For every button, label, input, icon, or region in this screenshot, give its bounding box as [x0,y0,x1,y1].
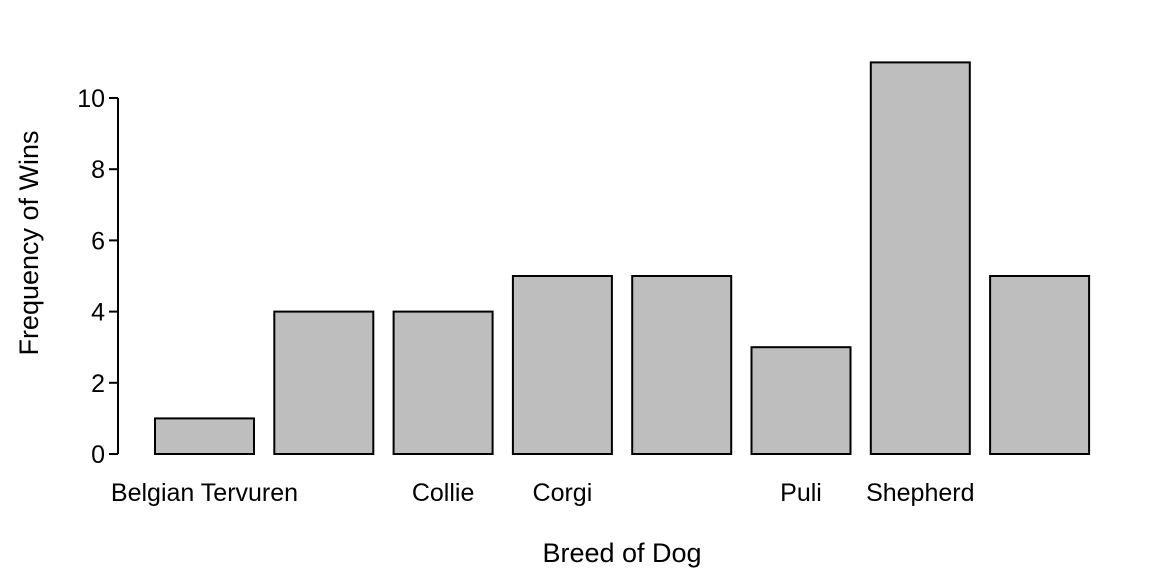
y-tick-label: 0 [91,441,105,469]
y-tick-label: 2 [91,370,105,398]
x-tick-label: Collie [412,479,475,507]
x-tick-label: Shepherd [866,479,974,507]
y-tick-label: 6 [91,227,105,255]
x-axis-title: Breed of Dog [542,538,701,568]
bar [392,310,494,455]
x-tick-label: Belgian Tervuren [111,479,298,507]
y-axis-title: Frequency of Wins [14,130,44,355]
bar [273,310,375,455]
bar [631,275,733,455]
x-tick-label: Corgi [533,479,593,507]
bar [869,61,971,456]
y-tick-label: 8 [91,156,105,184]
y-tick-label: 4 [91,299,105,327]
x-tick-labels: Belgian Tervuren Collie Corgi Puli Shepherd [111,479,975,507]
y-axis: 0 2 4 6 8 10 [77,85,119,469]
bar [750,346,852,456]
bars [154,61,1091,456]
x-tick-label: Puli [780,479,822,507]
bar [511,275,613,455]
bar [154,417,255,455]
bar [989,275,1091,455]
y-tick-label: 10 [77,85,105,113]
